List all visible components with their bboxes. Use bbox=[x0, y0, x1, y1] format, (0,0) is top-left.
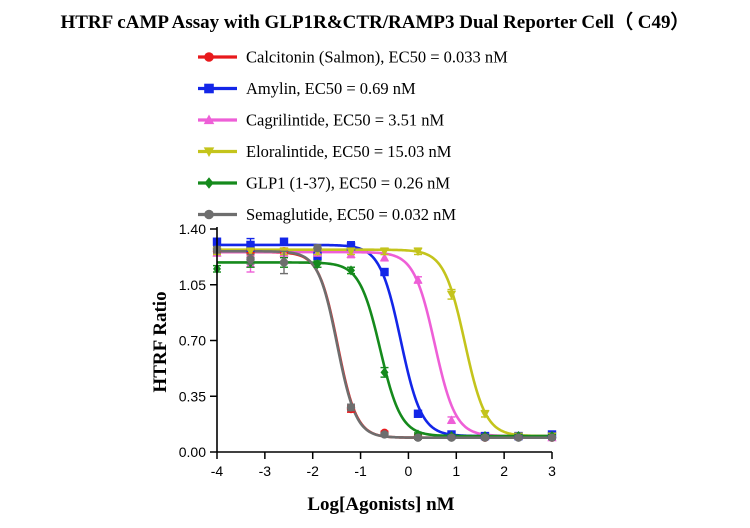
legend-marker bbox=[203, 114, 215, 125]
legend: Calcitonin (Salmon), EC50 = 0.033 nM Amyl… bbox=[198, 48, 508, 224]
data-point bbox=[279, 237, 289, 246]
series-points bbox=[212, 243, 557, 442]
data-point bbox=[346, 242, 356, 251]
data-point bbox=[380, 430, 389, 439]
x-tick-label: -4 bbox=[211, 463, 224, 479]
legend-label: Amylin, EC50 = 0.69 nM bbox=[246, 79, 416, 98]
data-point bbox=[346, 403, 356, 412]
data-point bbox=[313, 243, 322, 253]
legend-item: Eloralintide, EC50 = 15.03 nM bbox=[198, 142, 452, 161]
data-point bbox=[447, 433, 456, 442]
data-point bbox=[379, 247, 390, 257]
data-point bbox=[547, 433, 557, 442]
data-point bbox=[380, 267, 389, 277]
data-point bbox=[245, 247, 256, 257]
data-point bbox=[246, 255, 255, 264]
data-point bbox=[413, 247, 423, 257]
y-axis-label: HTRF Ratio bbox=[150, 291, 171, 392]
data-point bbox=[413, 275, 423, 284]
legend-item: Calcitonin (Salmon), EC50 = 0.033 nM bbox=[198, 48, 508, 67]
legend-item: Amylin, EC50 = 0.69 nM bbox=[198, 79, 416, 98]
data-point bbox=[246, 240, 255, 250]
legend-label: Eloralintide, EC50 = 15.03 nM bbox=[246, 142, 452, 161]
data-point bbox=[347, 265, 355, 276]
legend-marker bbox=[204, 83, 214, 94]
data-point bbox=[279, 258, 289, 267]
data-point bbox=[446, 415, 457, 424]
data-point bbox=[379, 252, 390, 262]
x-tick-label: -1 bbox=[354, 463, 367, 479]
legend-marker bbox=[204, 52, 214, 62]
data-point bbox=[413, 433, 423, 442]
x-axis-label: Log[Agonists] nM bbox=[307, 494, 454, 515]
legend-item: Cagrilintide, EC50 = 3.51 nM bbox=[198, 111, 444, 130]
y-tick-label: 1.05 bbox=[179, 277, 206, 293]
data-point bbox=[380, 367, 389, 378]
data-point bbox=[313, 259, 322, 270]
x-tick-label: 2 bbox=[500, 463, 508, 479]
x-tick-label: 1 bbox=[452, 463, 460, 479]
data-point bbox=[480, 410, 490, 419]
legend-label: Calcitonin (Salmon), EC50 = 0.033 nM bbox=[246, 48, 508, 67]
series-points bbox=[213, 256, 556, 442]
chart-title: HTRF cAMP Assay with GLP1R&CTR/RAMP3 Dua… bbox=[60, 10, 689, 33]
x-tick-label: 0 bbox=[405, 463, 413, 479]
y-tick-label: 0.00 bbox=[179, 444, 206, 460]
y-tick-label: 0.35 bbox=[179, 388, 206, 404]
legend-label: Semaglutide, EC50 = 0.032 nM bbox=[246, 205, 456, 224]
y-tick-label: 0.70 bbox=[179, 333, 206, 349]
axes: -4 -3 -2 -1 0 1 2 3 0.00 0.35 0.70 1.05 1.40 bbox=[179, 221, 556, 479]
series-points bbox=[212, 237, 557, 441]
x-tick-label: 3 bbox=[548, 463, 556, 479]
data-point bbox=[446, 290, 457, 300]
legend-marker bbox=[203, 147, 215, 158]
x-tick-label: -3 bbox=[259, 463, 272, 479]
data-point bbox=[413, 409, 423, 418]
y-tick-label: 1.40 bbox=[179, 221, 206, 237]
data-point bbox=[346, 247, 356, 257]
legend-marker bbox=[204, 177, 214, 189]
fit-curve bbox=[217, 261, 552, 438]
legend-item: GLP1 (1-37), EC50 = 0.26 nM bbox=[198, 174, 450, 193]
legend-label: GLP1 (1-37), EC50 = 0.26 nM bbox=[246, 174, 450, 193]
plot-area: -4 -3 -2 -1 0 1 2 3 0.00 0.35 0.70 1.05 1.40 bbox=[179, 221, 557, 479]
data-point bbox=[514, 433, 523, 442]
legend-item: Semaglutide, EC50 = 0.032 nM bbox=[198, 205, 456, 224]
x-tick-label: -2 bbox=[306, 463, 319, 479]
legend-marker bbox=[204, 209, 214, 220]
data-points bbox=[212, 237, 557, 442]
data-point bbox=[480, 433, 490, 442]
legend-label: Cagrilintide, EC50 = 3.51 nM bbox=[246, 111, 444, 130]
